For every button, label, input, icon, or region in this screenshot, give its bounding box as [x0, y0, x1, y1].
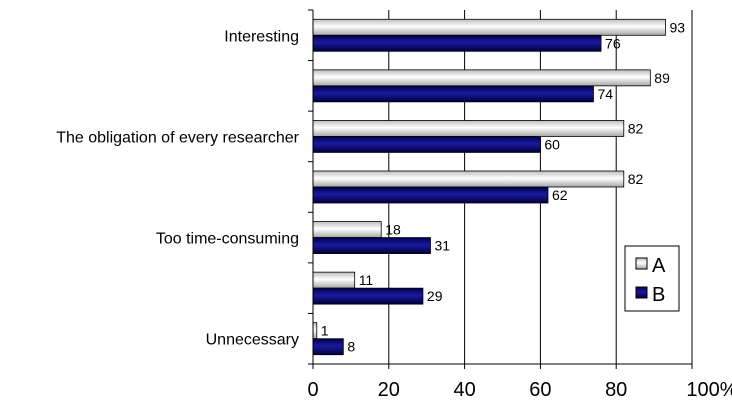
category-label: Unnecessary [206, 332, 299, 349]
data-label: 76 [605, 35, 621, 51]
x-tick-label: 60 [529, 379, 551, 401]
data-label: 60 [544, 136, 560, 152]
data-label: 93 [669, 19, 685, 35]
bars [312, 18, 666, 356]
bar-a [312, 221, 382, 238]
data-label: 89 [654, 70, 670, 86]
legend-label-a: A [652, 255, 666, 277]
data-label: 62 [552, 187, 568, 203]
data-label: 29 [427, 288, 443, 304]
bar-a [312, 120, 625, 137]
x-tick-label: 20 [378, 379, 400, 401]
data-label: 1 [321, 323, 329, 339]
bar-b [312, 338, 344, 356]
bar-b [312, 237, 431, 254]
data-label: 11 [359, 272, 374, 288]
bar-b [312, 85, 594, 103]
axes [308, 9, 693, 369]
legend-swatch-a [635, 257, 648, 270]
bar-a [312, 170, 625, 188]
category-label: Interesting [224, 28, 299, 45]
bar-b [312, 186, 549, 204]
legend-label-b: B [652, 284, 665, 306]
x-tick-label: 0 [307, 379, 318, 401]
legend: A B [624, 245, 680, 312]
legend-swatch-b [635, 286, 648, 299]
bar-b [312, 136, 541, 153]
data-label: 31 [434, 238, 450, 254]
bar-a [312, 271, 356, 289]
x-tick-label: 80 [605, 379, 627, 401]
bar-b [312, 287, 424, 305]
bar-a [312, 69, 651, 87]
category-label: Too time-consuming [156, 231, 299, 248]
bar-a [312, 322, 318, 340]
data-label: 82 [628, 120, 644, 136]
labels: 0 20 40 60 80 100% 93 76 Interesting 89 74 82 60 The … [56, 19, 732, 401]
data-label: 74 [597, 86, 613, 102]
data-label: 82 [628, 171, 644, 187]
data-label: 18 [385, 222, 401, 238]
bar-a [312, 18, 666, 36]
x-tick-label: 100% [686, 379, 732, 401]
data-label: 8 [347, 339, 355, 355]
category-label: The obligation of every researcher [56, 129, 299, 146]
bar-b [312, 34, 602, 52]
x-tick-label: 40 [453, 379, 475, 401]
legend-box [624, 245, 680, 312]
